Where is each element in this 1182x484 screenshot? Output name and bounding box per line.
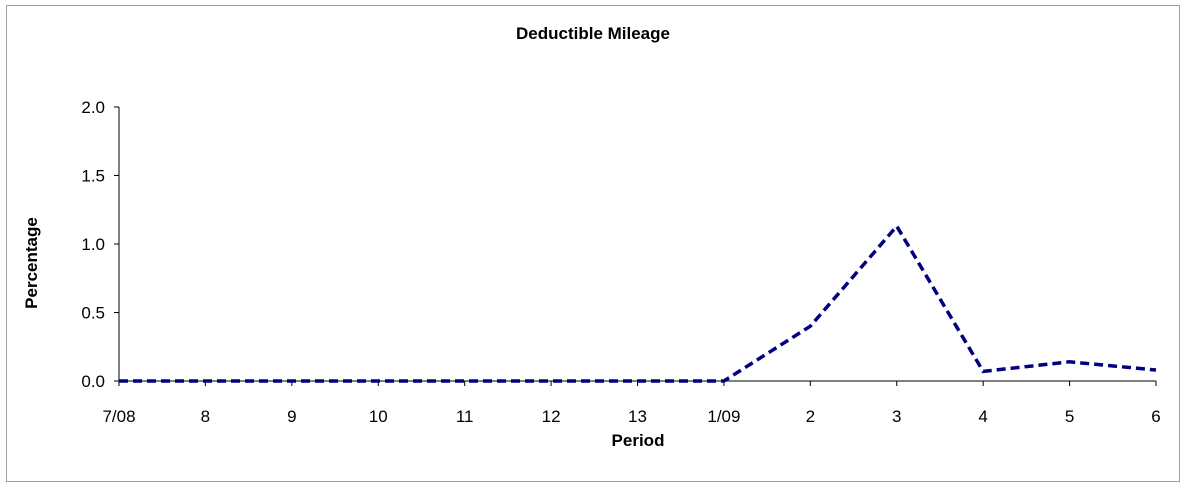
chart-title: Deductible Mileage [516,24,670,43]
x-tick-label: 4 [978,407,987,426]
x-tick-label: 12 [542,407,561,426]
x-tick-label: 7/08 [102,407,135,426]
series-line-0 [119,223,1157,383]
y-tick-label: 1.5 [81,167,105,186]
data-point [549,379,553,383]
y-tick-label: 0.0 [81,372,105,391]
y-tick-label: 2.0 [81,98,105,117]
x-tick-label: 2 [806,407,815,426]
data-point [376,379,380,383]
chart-frame: Deductible Mileage 0.0 0.5 1.0 1.5 2.0 7/08 8… [6,5,1180,482]
y-tick-label: 1.0 [81,235,105,254]
x-tick-label: 1/09 [707,407,740,426]
data-point [117,379,121,383]
x-tick-label: 5 [1065,407,1074,426]
data-point [981,369,985,373]
data-point [808,324,812,328]
x-tick-label: 10 [369,407,388,426]
data-point [290,379,294,383]
y-axis: 0.0 0.5 1.0 1.5 2.0 [81,98,120,391]
data-point [203,379,207,383]
data-point [722,379,726,383]
y-tick-label: 0.5 [81,304,105,323]
x-axis: 7/08 8 9 10 11 12 13 1/09 2 3 4 5 6 [102,380,1161,426]
x-tick-label: 13 [628,407,647,426]
x-tick-label: 11 [456,407,474,426]
data-point [1154,368,1158,372]
data-point [636,379,640,383]
x-tick-label: 9 [287,407,296,426]
y-axis-title: Percentage [22,217,41,309]
x-axis-title: Period [612,431,665,450]
chart-svg: Deductible Mileage 0.0 0.5 1.0 1.5 2.0 7/08 8… [22,24,1161,450]
data-point [1068,360,1072,364]
x-tick-label: 6 [1151,407,1160,426]
x-tick-label: 8 [201,407,210,426]
data-point [463,379,467,383]
series-layer [117,223,1158,383]
data-point [895,224,899,228]
x-tick-label: 3 [892,407,901,426]
